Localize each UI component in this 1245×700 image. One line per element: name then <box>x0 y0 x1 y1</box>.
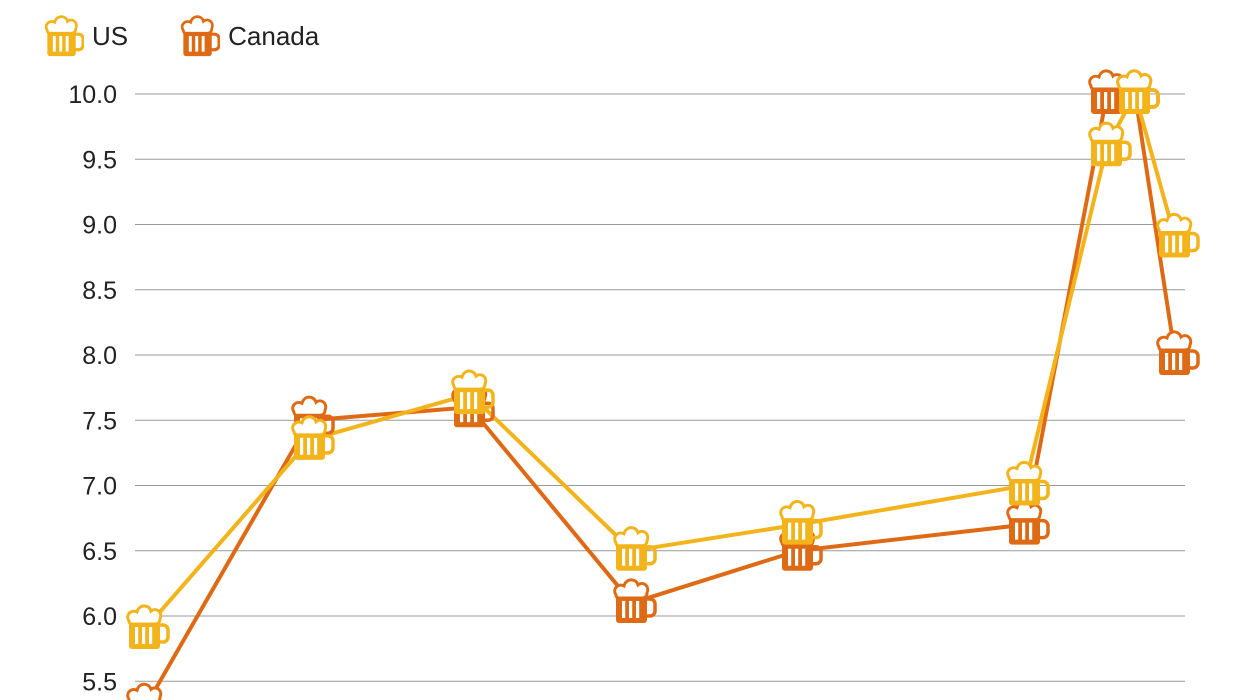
y-tick-label: 8.0 <box>82 342 117 370</box>
legend-label-us: US <box>92 20 129 51</box>
series-markers <box>126 69 1200 700</box>
data-point-us-4 <box>613 526 657 571</box>
y-tick-label: 7.5 <box>82 407 117 435</box>
legend-item-canada[interactable]: Canada <box>176 14 319 58</box>
data-point-us-2 <box>291 415 335 460</box>
y-tick-label: 8.5 <box>82 277 117 305</box>
y-axis: 5.5 6.0 6.5 7.0 7.5 8.0 8.5 9.0 9.5 10.0 <box>68 81 117 696</box>
y-tick-label: 9.0 <box>82 212 117 240</box>
data-point-us-3 <box>451 369 495 415</box>
y-tick-label: 9.5 <box>82 146 117 174</box>
series-lines <box>143 92 1177 700</box>
data-point-canada-6 <box>1006 500 1050 545</box>
data-point-us-9 <box>1156 212 1200 258</box>
data-point-us-1 <box>126 604 170 650</box>
data-point-us-6 <box>1006 460 1050 506</box>
beer-mug-icon <box>44 15 84 57</box>
data-point-canada-4 <box>613 578 657 623</box>
data-point-canada-1 <box>126 682 163 700</box>
series-line-us <box>143 92 1177 631</box>
y-tick-label: 5.5 <box>82 668 117 696</box>
data-point-us-5 <box>779 500 823 545</box>
y-tick-label: 6.0 <box>82 603 117 631</box>
data-point-us-7 <box>1088 121 1132 167</box>
y-tick-label: 10.0 <box>68 81 117 109</box>
y-tick-label: 6.5 <box>82 538 117 566</box>
data-point-us-8 <box>1116 69 1160 114</box>
data-point-canada-9 <box>1156 330 1200 375</box>
y-tick-label: 7.0 <box>82 473 117 501</box>
legend-label-canada: Canada <box>228 20 320 51</box>
beer-mug-icon <box>180 15 221 57</box>
legend-item-us[interactable]: US <box>40 14 128 58</box>
legend: US Canada <box>40 14 367 58</box>
series-line-canada <box>146 92 1177 700</box>
